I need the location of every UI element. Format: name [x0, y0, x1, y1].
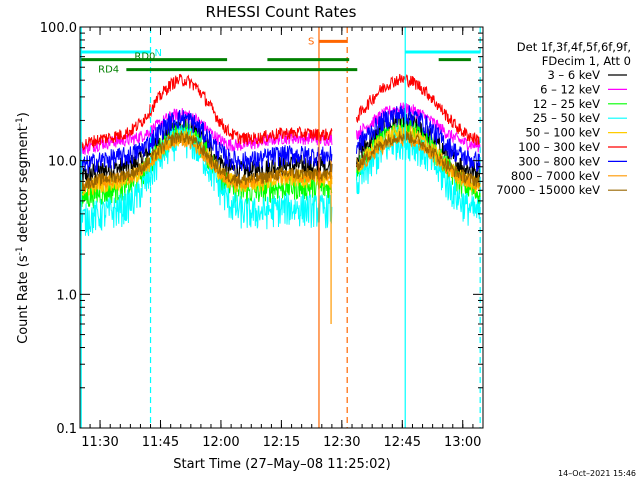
y-tick-label: 10.0 [48, 155, 77, 170]
legend-label-5: 50 – 100 keV [526, 126, 601, 140]
y-tick-label: 100.0 [40, 21, 77, 36]
y-axis-label: Count Rate (s-1 detector segment-1) [15, 112, 31, 344]
legend: Det 1f,3f,4f,5f,6f,9f, FDecim 1, Att 0 3… [496, 40, 631, 197]
series-line-2 [356, 102, 481, 153]
legend-label-4: 25 – 50 keV [533, 111, 600, 125]
legend-header-line1: Det 1f,3f,4f,5f,6f,9f, [517, 40, 631, 54]
x-tick-label: 12:15 [263, 435, 300, 450]
series-line-7 [80, 109, 333, 174]
flag-label-n: N [155, 48, 162, 59]
legend-label-6: 100 – 300 keV [518, 140, 600, 154]
x-tick-label: 12:45 [384, 435, 421, 450]
x-axis-label: Start Time (27–May–08 11:25:02) [173, 457, 390, 472]
y-axis-label-sup1: -1 [15, 246, 25, 255]
y-tick-label: 1.0 [56, 288, 77, 303]
series-line-2 [80, 108, 333, 156]
series-line-8 [356, 132, 481, 190]
legend-label-3: 12 – 25 keV [533, 97, 600, 111]
x-tick-label: 12:30 [323, 435, 360, 450]
series-line-9 [80, 130, 333, 192]
legend-label-2: 6 – 12 keV [540, 82, 600, 96]
series-layer [80, 73, 481, 237]
legend-label-7: 300 – 800 keV [518, 154, 600, 168]
series-line-7 [356, 105, 481, 173]
y-axis-label-end: ) [16, 112, 31, 117]
y-axis-label-sup2: -1 [15, 117, 25, 126]
x-tick-label: 12:00 [202, 435, 239, 450]
x-tick-label: 11:45 [142, 435, 179, 450]
legend-label-1: 3 – 6 keV [547, 68, 600, 82]
series-line-9 [356, 131, 481, 187]
x-tick-label: 13:00 [444, 435, 481, 450]
series-line-6 [356, 73, 481, 146]
series-line-6 [80, 73, 333, 151]
flag-label-s: S [308, 36, 314, 47]
footer-timestamp: 14–Oct–2021 15:46 [558, 469, 636, 478]
legend-label-9: 7000 – 15000 keV [496, 183, 600, 197]
axis-layer: 0.1 1.0 10.0 100.0 11:30 11:45 12:00 12:15 12:30… [40, 21, 484, 450]
x-tick-label: 11:30 [81, 435, 118, 450]
y-axis-label-main: Count Rate (s [16, 255, 31, 344]
plot-frame [79, 26, 484, 429]
legend-label-8: 800 – 7000 keV [511, 169, 600, 183]
y-tick-label: 0.1 [56, 422, 77, 437]
chart-title: RHESSI Count Rates [206, 3, 357, 21]
flag-label-rd0: RD0 [134, 52, 155, 63]
y-axis-label-mid: detector segment [16, 126, 31, 246]
flag-label-rd4: RD4 [98, 65, 119, 76]
legend-header-line2: FDecim 1, Att 0 [542, 54, 631, 68]
